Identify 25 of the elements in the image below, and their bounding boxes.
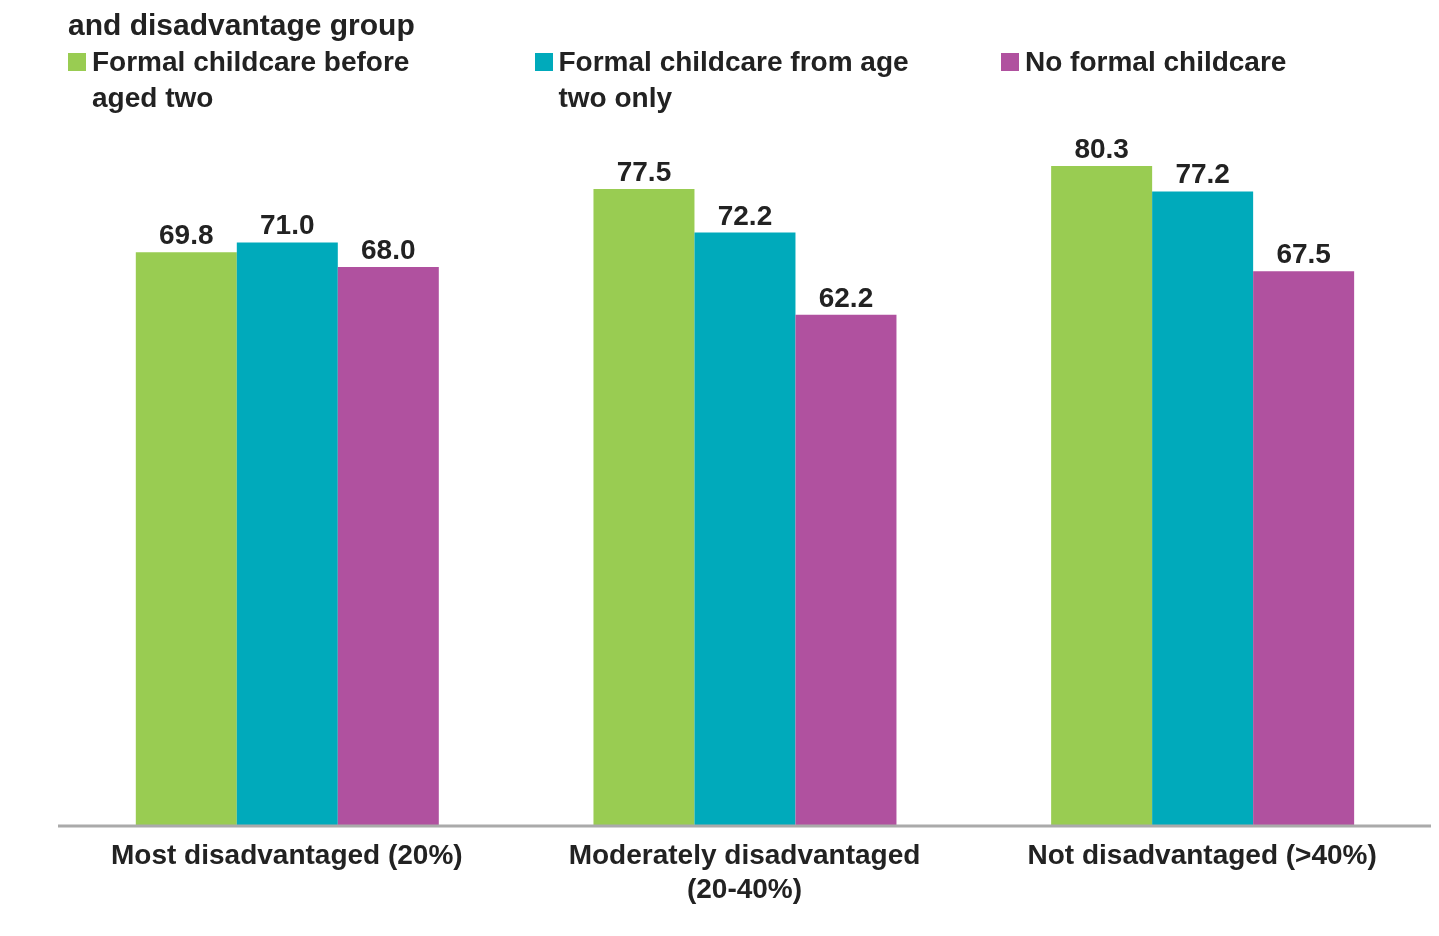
data-label: 80.3 [1074,133,1129,164]
bar [1253,271,1355,826]
data-label: 68.0 [361,234,416,266]
x-tick-label: Moderately disadvantaged (20-40%) [568,839,921,904]
data-label: 77.2 [1175,158,1230,190]
data-label: 67.5 [1276,238,1331,270]
legend-label: Formal childcare from age two only [558,45,910,115]
data-label: 69.8 [159,219,214,251]
chart-title: and disadvantage group [67,8,416,43]
bar [694,232,796,826]
data-label: 71.0 [260,209,315,241]
x-tick-label: Not disadvantaged (>40%) [1027,839,1377,870]
bar [337,267,439,826]
bar [236,242,338,826]
x-tick-label: Most disadvantaged (20%) [111,839,463,870]
data-label: 62.2 [818,281,874,313]
bar [795,314,897,826]
legend-label: Formal childcare before aged two [92,45,411,115]
bar [1051,166,1153,826]
bar [1152,191,1254,826]
bar [135,252,237,826]
data-label: 72.2 [717,199,773,231]
data-label: 77.5 [616,156,672,188]
bar [593,189,695,826]
legend-label: No formal childcare [1025,45,1287,79]
